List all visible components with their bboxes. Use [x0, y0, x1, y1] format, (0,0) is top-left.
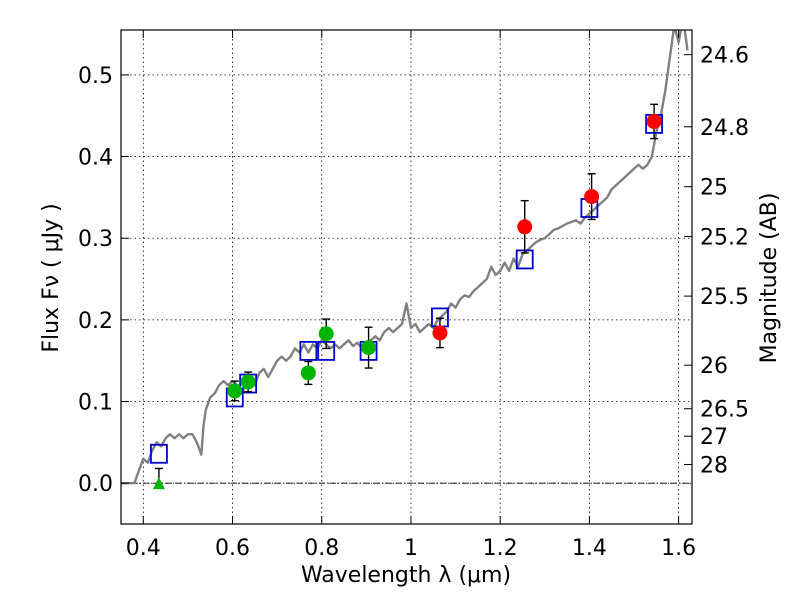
y-tick-label: 0.3	[78, 227, 113, 252]
magnitude-tick-label: 24.8	[700, 116, 749, 141]
y-tick-label: 0.4	[78, 146, 113, 171]
photometry-point	[318, 326, 334, 342]
x-tick-label: 1	[404, 536, 418, 561]
magnitude-tick-label: 24.6	[700, 44, 749, 69]
photometry-point	[584, 189, 600, 205]
x-tick-label: 0.8	[304, 536, 339, 561]
spectrum-line	[121, 30, 689, 485]
x-tick-label: 0.4	[126, 536, 161, 561]
magnitude-tick-label: 25.5	[700, 285, 749, 310]
plot-frame	[120, 29, 693, 525]
photometry-point	[432, 325, 448, 341]
magnitude-tick-label: 25	[700, 176, 728, 201]
photometry-point	[361, 340, 377, 356]
magnitude-tick-label: 28	[700, 453, 728, 478]
y2-axis-label: Magnitude (AB)	[757, 193, 782, 364]
x-tick-label: 1.4	[572, 536, 607, 561]
magnitude-tick-label: 26.5	[700, 398, 749, 423]
y-tick-label: 0.0	[78, 472, 113, 497]
magnitude-tick-label: 26	[700, 354, 728, 379]
upper-limit-triangle	[152, 477, 165, 490]
grid	[121, 30, 692, 524]
model-square-point	[299, 340, 318, 361]
photometry-point	[517, 219, 533, 235]
magnitude-tick-label: 25.2	[700, 226, 749, 251]
photometry-point	[240, 374, 256, 390]
x-tick-label: 0.6	[215, 536, 250, 561]
x-tick-label: 1.6	[661, 536, 696, 561]
x-axis-label: Wavelength λ (μm)	[301, 563, 511, 588]
y-tick-label: 0.1	[78, 391, 113, 416]
axes: 0.4 0.6 0.8 1 1.2 1.4 1.6 0.0 0.1 0.2 0.3 0.4 0.5 24.…	[78, 30, 749, 561]
photometry-point	[300, 365, 316, 381]
x-tick-label: 1.2	[483, 536, 518, 561]
y-axis-label: Flux Fν ( μJy )	[39, 203, 64, 352]
y-tick-label: 0.2	[78, 309, 113, 334]
model-square-point	[150, 443, 168, 464]
photometry-point	[646, 113, 662, 129]
plot-area	[121, 30, 689, 490]
photometry-point	[227, 383, 243, 399]
y-tick-label: 0.5	[78, 64, 113, 89]
magnitude-tick-label: 27	[700, 425, 728, 450]
